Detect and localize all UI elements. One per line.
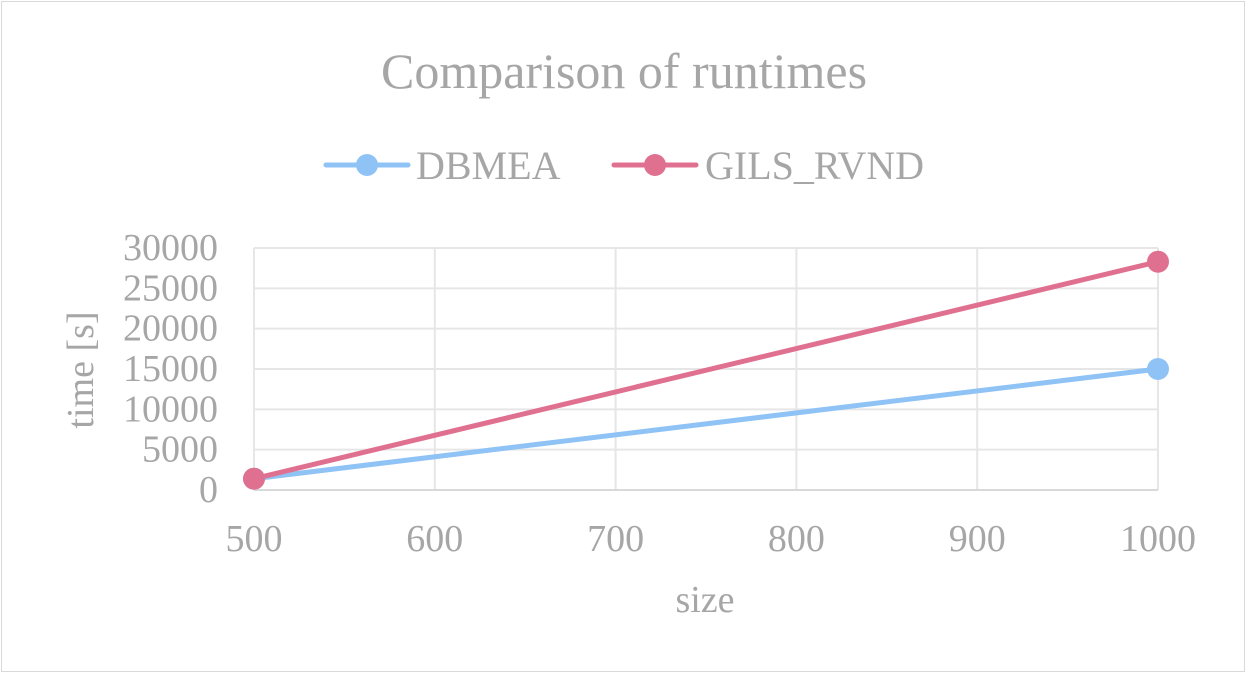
legend-swatch-marker-gils-rvnd <box>644 154 666 176</box>
x-tick-label: 500 <box>226 518 283 560</box>
y-tick-label: 20000 <box>123 308 218 350</box>
x-axis-ticks: 500 600 700 800 900 1000 <box>226 518 1197 560</box>
legend-swatch-marker-dbmea <box>356 154 378 176</box>
x-tick-label: 700 <box>587 518 644 560</box>
legend-label-gils-rvnd: GILS_RVND <box>705 143 924 188</box>
y-tick-label: 5000 <box>142 429 218 471</box>
y-tick-label: 0 <box>199 469 218 511</box>
y-tick-label: 25000 <box>123 267 218 309</box>
x-axis-title: size <box>675 579 734 621</box>
series-points <box>243 250 1169 490</box>
x-tick-label: 900 <box>949 518 1006 560</box>
data-point-gils-rvnd <box>1147 250 1169 273</box>
y-tick-label: 15000 <box>123 348 218 390</box>
x-tick-label: 600 <box>406 518 463 560</box>
series-line-dbmea <box>251 366 1161 482</box>
x-tick-label: 800 <box>768 518 825 560</box>
series-lines <box>251 259 1161 482</box>
grid <box>253 247 1159 490</box>
y-axis-title: time [s] <box>60 311 102 428</box>
y-tick-label: 30000 <box>123 227 218 269</box>
data-point-dbmea <box>1147 358 1169 380</box>
x-tick-label: 1000 <box>1120 518 1196 560</box>
y-tick-label: 10000 <box>123 388 218 430</box>
data-point-gils-rvnd <box>243 467 265 490</box>
legend: DBMEA GILS_RVND <box>323 143 924 188</box>
series-line-gils-rvnd <box>251 259 1161 482</box>
legend-label-dbmea: DBMEA <box>416 143 561 188</box>
chart-title: Comparison of runtimes <box>381 43 867 99</box>
